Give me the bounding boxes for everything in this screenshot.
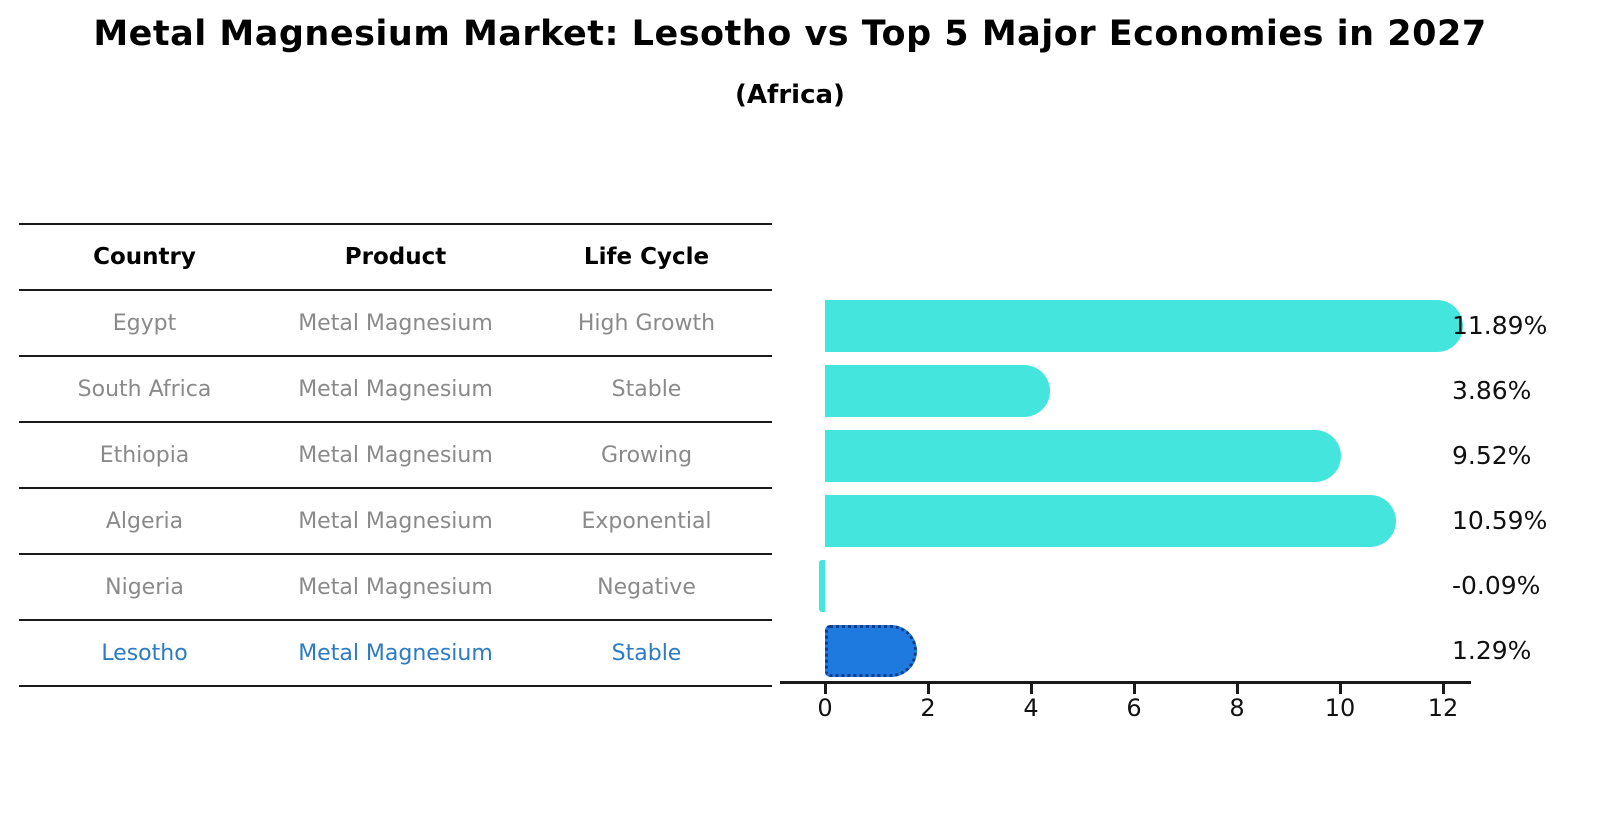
x-tick-label: 8 xyxy=(1229,694,1245,722)
column-header-product: Product xyxy=(344,244,447,270)
cell-product: Metal Magnesium xyxy=(298,574,493,600)
cell-lifecycle: Stable xyxy=(611,640,682,666)
bar-value-label: -0.09% xyxy=(1452,571,1541,600)
cell-lifecycle: Stable xyxy=(611,376,682,402)
x-tick-mark xyxy=(927,684,930,694)
page-title: Metal Magnesium Market: Lesotho vs Top 5… xyxy=(93,14,1487,54)
bar-egypt xyxy=(825,300,1464,352)
x-tick-label: 12 xyxy=(1427,694,1459,722)
cell-product: Metal Magnesium xyxy=(298,640,493,666)
cell-country: Egypt xyxy=(112,310,177,336)
cell-country: Nigeria xyxy=(105,574,184,600)
bar-lesotho xyxy=(825,625,918,677)
x-tick-label: 2 xyxy=(920,694,936,722)
bar-value-label: 3.86% xyxy=(1452,376,1532,405)
page-subtitle: (Africa) xyxy=(735,80,845,110)
cell-product: Metal Magnesium xyxy=(298,508,493,534)
x-tick-mark xyxy=(824,684,827,694)
table-row: Algeria Metal Magnesium Exponential xyxy=(19,489,772,555)
table-row: Ethiopia Metal Magnesium Growing xyxy=(19,423,772,489)
table-row: Nigeria Metal Magnesium Negative xyxy=(19,555,772,621)
bar-nigeria xyxy=(819,560,825,612)
cell-lifecycle: High Growth xyxy=(577,310,716,336)
cell-lifecycle: Negative xyxy=(597,574,696,600)
cell-product: Metal Magnesium xyxy=(298,376,493,402)
x-tick-mark xyxy=(1442,684,1445,694)
cell-country: Algeria xyxy=(105,508,184,534)
cell-lifecycle: Growing xyxy=(600,442,693,468)
table-row: Egypt Metal Magnesium High Growth xyxy=(19,291,772,357)
x-tick-label: 6 xyxy=(1126,694,1142,722)
cell-product: Metal Magnesium xyxy=(298,310,493,336)
column-header-country: Country xyxy=(93,244,196,270)
bar-algeria xyxy=(825,495,1397,547)
cell-country: South Africa xyxy=(77,376,212,402)
table-row: Lesotho Metal Magnesium Stable xyxy=(19,621,772,687)
x-tick-mark xyxy=(1133,684,1136,694)
x-tick-label: 0 xyxy=(817,694,833,722)
bar-value-label: 11.89% xyxy=(1452,311,1548,340)
bar-ethiopia xyxy=(825,430,1342,482)
bar-value-label: 1.29% xyxy=(1452,636,1532,665)
table-row: South Africa Metal Magnesium Stable xyxy=(19,357,772,423)
x-tick-label: 10 xyxy=(1324,694,1356,722)
column-header-lifecycle: Life Cycle xyxy=(583,244,710,270)
bar-south-africa xyxy=(825,365,1050,417)
cell-product: Metal Magnesium xyxy=(298,442,493,468)
x-axis-line xyxy=(780,681,1471,684)
cell-country: Lesotho xyxy=(101,640,188,666)
x-tick-mark xyxy=(1339,684,1342,694)
table-header-row: Country Product Life Cycle xyxy=(19,225,772,291)
country-table: Country Product Life Cycle Egypt Metal Ma… xyxy=(19,223,772,687)
cell-lifecycle: Exponential xyxy=(581,508,712,534)
x-tick-label: 4 xyxy=(1023,694,1039,722)
bar-value-label: 10.59% xyxy=(1452,506,1548,535)
x-tick-mark xyxy=(1236,684,1239,694)
table-body: Egypt Metal Magnesium High Growth South Afr… xyxy=(19,291,772,687)
x-tick-mark xyxy=(1030,684,1033,694)
bar-value-label: 9.52% xyxy=(1452,441,1532,470)
cell-country: Ethiopia xyxy=(99,442,190,468)
